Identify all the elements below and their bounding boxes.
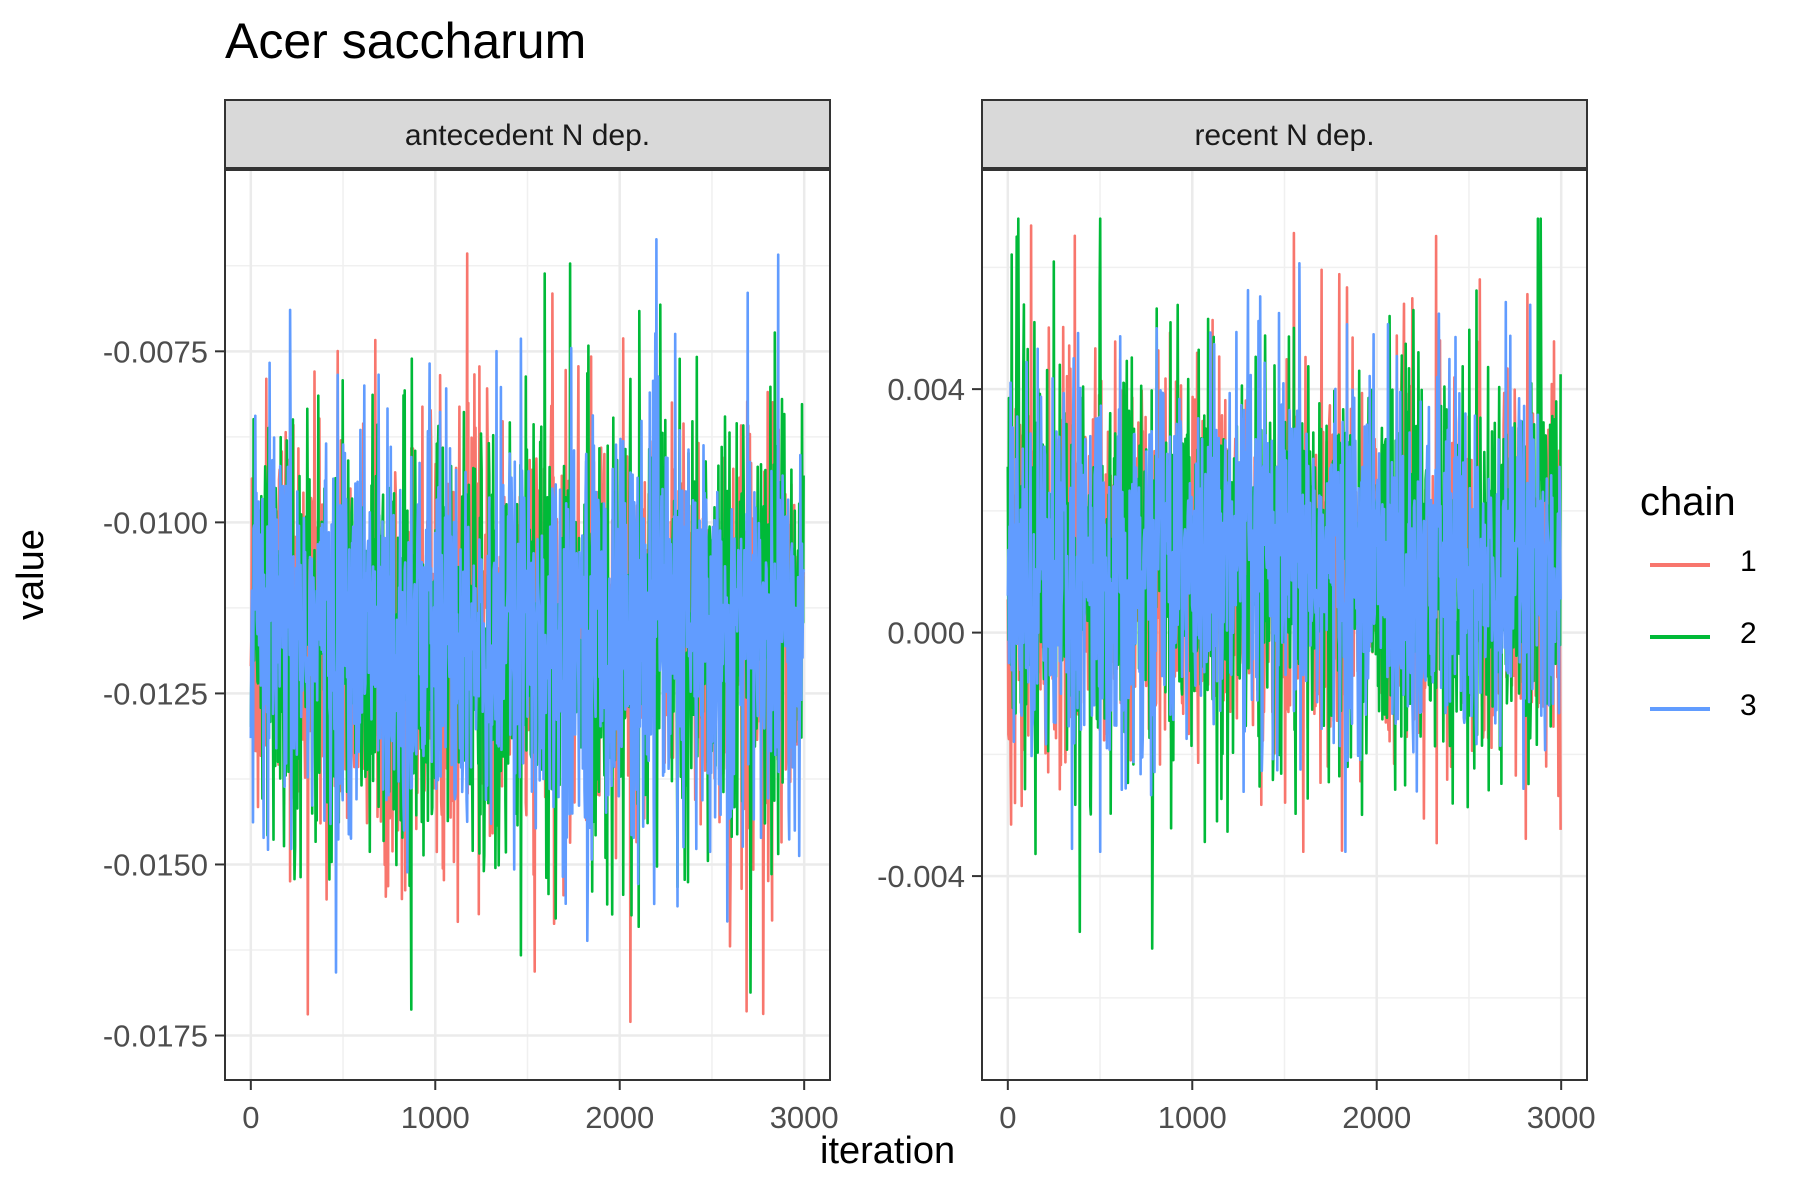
y-axis-label: value [10, 529, 52, 620]
y-tick-label: -0.0075 [103, 334, 208, 369]
y-tick-label: -0.0175 [103, 1019, 208, 1054]
panel-title-2: recent N dep. [1194, 119, 1374, 152]
x-tick-label: 3000 [1527, 1100, 1596, 1135]
panel-strip-1 [224, 99, 831, 169]
panel-title-1: antecedent N dep. [405, 119, 650, 152]
legend: chain 1 2 3 [1640, 480, 1780, 760]
y-tick-label: -0.0125 [103, 676, 208, 711]
legend-key-1 [1650, 563, 1710, 567]
panel-strip-2 [981, 99, 1588, 169]
legend-title: chain [1640, 480, 1736, 524]
x-tick-label: 3000 [770, 1100, 839, 1135]
x-tick-label: 1000 [401, 1100, 470, 1135]
y-tick-label: -0.0150 [103, 847, 208, 882]
legend-label-3: 3 [1740, 689, 1757, 722]
legend-item-2: 2 [1640, 617, 1780, 689]
legend-label-1: 1 [1740, 545, 1757, 578]
y-tick-label: 0.004 [887, 372, 965, 407]
x-axis-label: iteration [820, 1130, 956, 1172]
x-tick-label: 0 [999, 1100, 1016, 1135]
y-tick-label: -0.0100 [103, 505, 208, 540]
trace-chain-3-panel-2 [1006, 262, 1562, 853]
x-tick-label: 0 [242, 1100, 259, 1135]
legend-item-3: 3 [1640, 689, 1780, 761]
panel-border-1 [224, 169, 831, 1081]
y-tick-label: 0.000 [887, 616, 965, 651]
x-tick-label: 2000 [1342, 1100, 1411, 1135]
legend-label-2: 2 [1740, 617, 1757, 650]
y-tick-label: -0.004 [877, 859, 965, 894]
trace-chain-3-panel-1 [249, 238, 805, 974]
x-tick-label: 2000 [585, 1100, 654, 1135]
legend-key-3 [1650, 707, 1710, 711]
chart-title: Acer saccharum [225, 13, 587, 69]
legend-item-1: 1 [1640, 545, 1780, 617]
panel-border-2 [981, 169, 1588, 1081]
x-tick-label: 1000 [1158, 1100, 1227, 1135]
legend-key-2 [1650, 635, 1710, 639]
